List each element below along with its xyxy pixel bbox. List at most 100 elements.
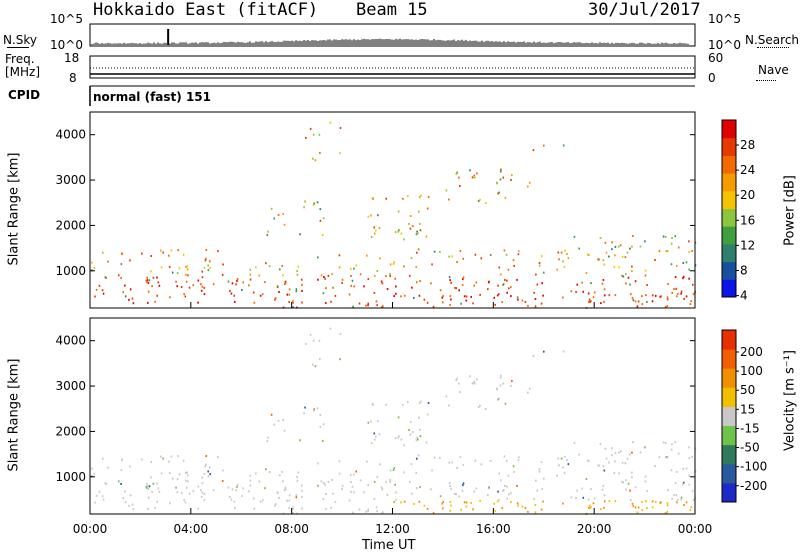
- power-cell: [425, 235, 428, 238]
- velocity-cell: [427, 401, 430, 404]
- power-cell: [639, 245, 642, 248]
- power-cell: [398, 229, 400, 232]
- velocity-cell: [341, 484, 344, 487]
- power-cell: [516, 278, 518, 281]
- nsearch-legend-line: [757, 47, 789, 48]
- velocity-cell: [418, 500, 421, 503]
- velocity-cell: [395, 491, 397, 494]
- velocity-cell: [296, 479, 299, 482]
- velocity-cell: [162, 457, 164, 460]
- velocity-cell: [601, 488, 604, 491]
- velocity-cell: [581, 487, 583, 490]
- velocity-cell: [393, 501, 395, 504]
- power-cell: [412, 225, 414, 228]
- colorbar-tick-label: 12: [740, 238, 755, 252]
- power-cell: [350, 274, 352, 277]
- velocity-cell: [461, 489, 464, 492]
- velocity-cell: [185, 471, 187, 474]
- freq-label-1: Freq.: [5, 52, 35, 66]
- power-cell: [98, 284, 101, 287]
- velocity-cell: [274, 503, 277, 506]
- power-cell: [276, 285, 279, 288]
- velocity-cell: [521, 505, 524, 508]
- y-tick-label: 2000: [55, 424, 86, 438]
- power-cell: [516, 296, 519, 299]
- velocity-cell: [203, 492, 206, 495]
- freq-tick-top: 18: [64, 51, 80, 65]
- colorbar-swatch: [722, 190, 736, 209]
- velocity-cell: [671, 497, 674, 500]
- power-cell: [415, 233, 418, 236]
- velocity-cell: [510, 501, 512, 504]
- velocity-cell: [688, 474, 691, 477]
- velocity-cell: [673, 493, 675, 496]
- power-cell: [197, 279, 200, 282]
- power-cell: [121, 252, 123, 255]
- power-cell: [304, 200, 306, 203]
- velocity-cell: [373, 497, 376, 500]
- velocity-cell: [449, 501, 452, 504]
- velocity-cell: [353, 473, 355, 476]
- velocity-cell: [242, 487, 244, 490]
- velocity-cell: [644, 475, 647, 478]
- power-cell: [448, 276, 451, 279]
- power-cell: [645, 294, 647, 297]
- velocity-cell: [459, 456, 462, 459]
- power-cell: [418, 222, 421, 225]
- power-cell: [349, 267, 352, 270]
- velocity-cell: [121, 458, 123, 461]
- velocity-cell: [558, 464, 560, 467]
- velocity-cell: [319, 414, 322, 417]
- velocity-cell: [416, 436, 418, 439]
- velocity-cell: [442, 507, 444, 510]
- power-cell: [274, 298, 276, 301]
- power-cell: [373, 274, 376, 277]
- velocity-cell: [674, 482, 677, 485]
- velocity-cell: [124, 490, 126, 493]
- power-cell: [673, 287, 675, 290]
- velocity-cell: [386, 494, 389, 497]
- velocity-scatter: [90, 327, 697, 515]
- power-cell: [487, 288, 489, 291]
- power-cell: [496, 182, 498, 185]
- power-cell: [282, 213, 285, 216]
- velocity-cell: [367, 484, 370, 487]
- velocity-cell: [261, 499, 264, 502]
- power-cell: [278, 268, 281, 271]
- velocity-cell: [562, 502, 564, 505]
- power-cell: [418, 196, 421, 199]
- velocity-cell: [621, 461, 624, 464]
- velocity-x-axis: 00:00 04:00 08:00 12:00 16:00 20:00 00:00: [73, 508, 712, 536]
- power-cell: [273, 217, 276, 220]
- velocity-cell: [156, 500, 159, 503]
- power-cell: [634, 300, 637, 303]
- velocity-cell: [288, 507, 290, 510]
- velocity-cell: [506, 497, 508, 500]
- power-cell: [203, 293, 206, 296]
- velocity-cell: [351, 485, 354, 488]
- power-cell: [324, 277, 326, 280]
- power-cell: [249, 278, 252, 281]
- power-cell: [557, 251, 560, 254]
- cpid-value: normal (fast) 151: [93, 90, 211, 104]
- power-cell: [367, 215, 370, 218]
- y-tick-label: 3000: [55, 379, 86, 393]
- power-cell: [458, 289, 460, 292]
- power-cell: [365, 304, 367, 307]
- power-cell: [593, 291, 596, 294]
- velocity-cell: [309, 333, 312, 336]
- velocity-cell: [675, 470, 678, 473]
- x-tick-label: 20:00: [577, 522, 612, 536]
- power-cell: [282, 274, 284, 277]
- velocity-cell: [641, 501, 643, 504]
- velocity-cell: [313, 408, 315, 411]
- power-cell: [479, 198, 481, 201]
- power-cell: [621, 274, 623, 277]
- velocity-cell: [448, 461, 450, 464]
- power-cell: [371, 197, 374, 200]
- velocity-cell: [236, 485, 238, 488]
- velocity-cell: [666, 510, 669, 513]
- power-cell: [236, 279, 238, 282]
- power-cell: [386, 288, 389, 291]
- velocity-cell: [277, 419, 280, 422]
